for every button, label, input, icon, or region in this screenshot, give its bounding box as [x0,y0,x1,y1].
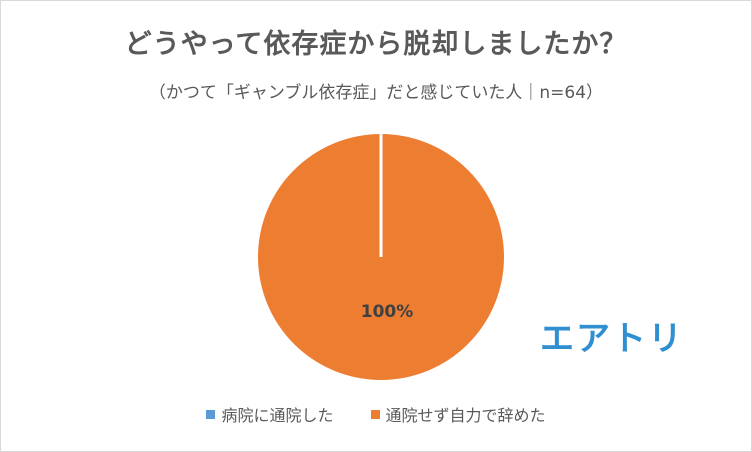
pie-data-label-1: 100% [361,302,414,322]
pie-slices [258,134,504,380]
legend-label-hospital: 病院に通院した [221,406,334,425]
legend-item-self: 通院せず自力で辞めた [370,402,546,426]
legend-label-self: 通院せず自力で辞めた [385,406,546,425]
chart-legend: 病院に通院した 通院せず自力で辞めた [0,402,752,426]
chart-title: どうやって依存症から脱却しましたか？ [124,29,628,60]
pie-data-labels: 100% [361,302,414,322]
chart-subtitle: （かつて「ギャンブル依存症」だと感じていた人｜n=64） [148,83,604,103]
airtrip-logo: エアトリ [540,319,684,359]
legend-item-hospital: 病院に通院した [206,402,333,426]
legend-swatch-hospital [206,410,216,419]
legend-swatch-self [370,410,380,419]
